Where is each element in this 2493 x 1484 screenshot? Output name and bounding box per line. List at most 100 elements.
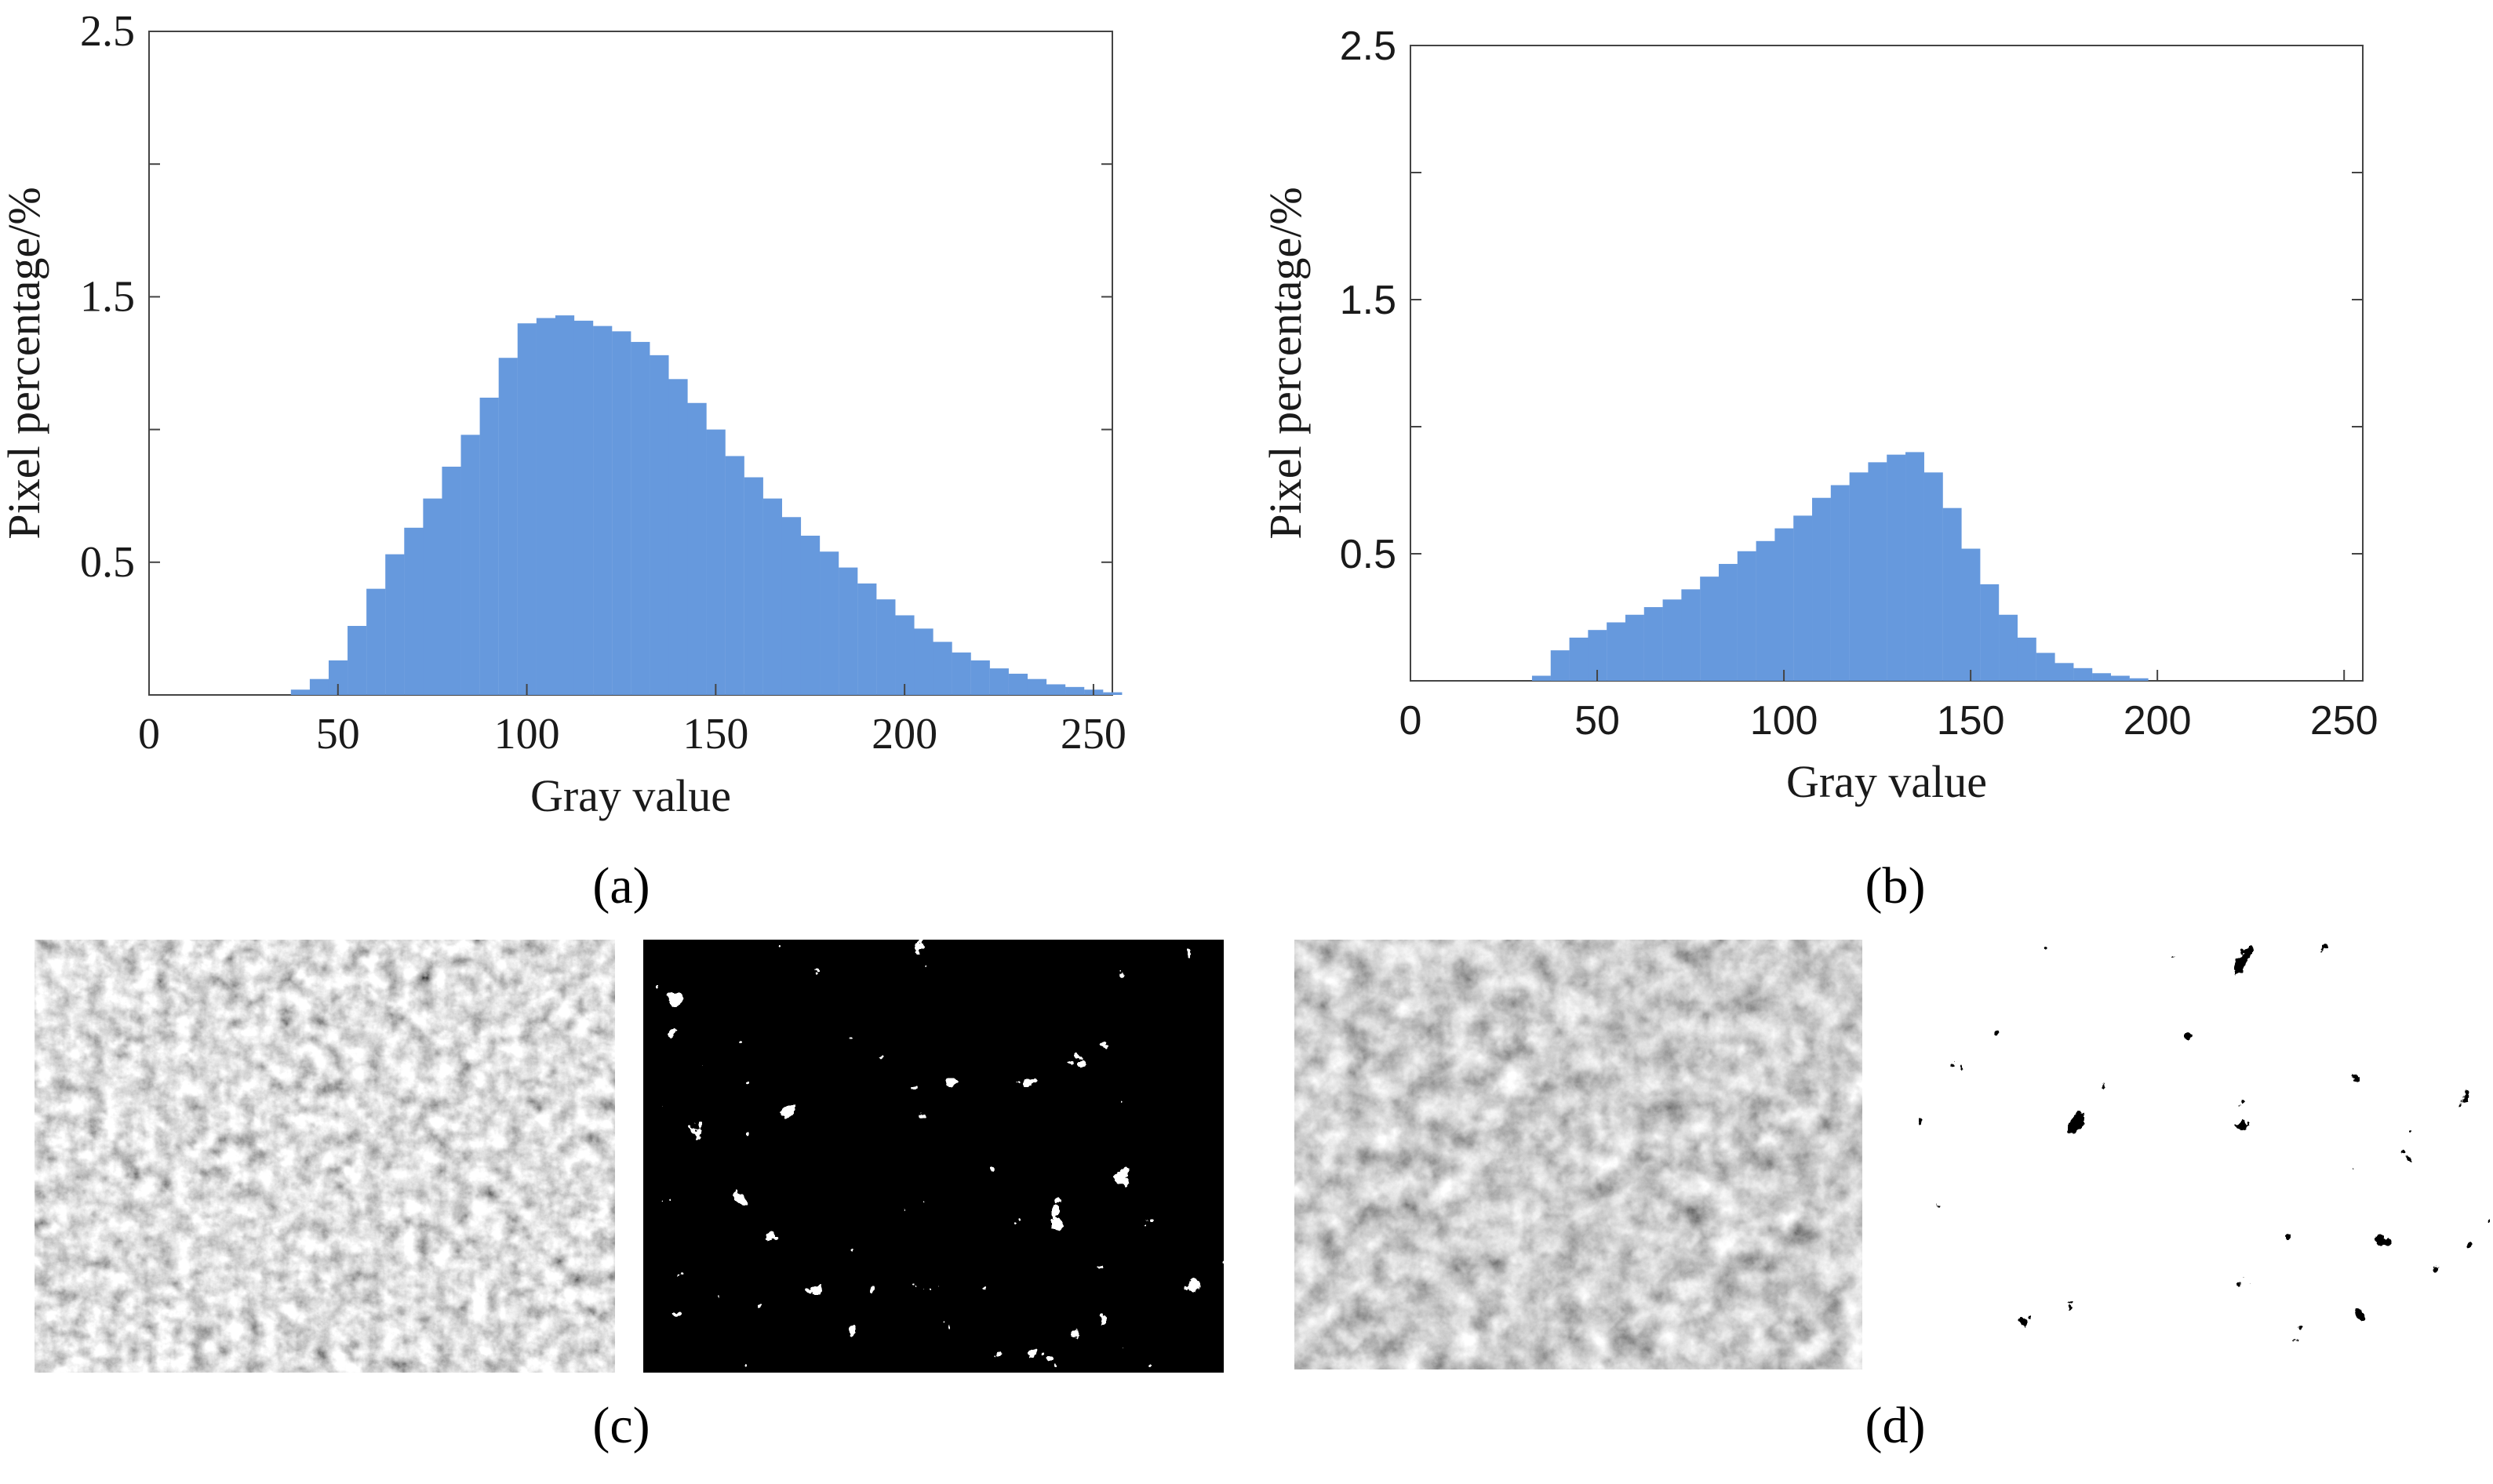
- histogram-bar: [1942, 507, 1962, 681]
- histogram-bar: [1961, 548, 1981, 681]
- y-tick-label: 1.5: [80, 272, 135, 321]
- x-tick-label: 50: [316, 710, 360, 758]
- chart-panel-b: 0 50 100 150 200 250 0.5 1.5 2.5 Gray value Pixel …: [1247, 0, 2493, 847]
- histogram-bar: [895, 615, 915, 695]
- histogram-bar: [1103, 692, 1123, 695]
- y-tick-label: 2.5: [80, 7, 135, 56]
- histogram-bar: [2073, 667, 2093, 681]
- histogram-bar: [1887, 454, 1906, 681]
- histogram-bar: [706, 429, 726, 695]
- sem-image-d: [1294, 940, 1862, 1369]
- histogram-bar: [820, 551, 839, 695]
- histogram-bar: [1046, 684, 1066, 695]
- histogram-bar: [914, 628, 934, 695]
- histogram-bar: [1830, 485, 1850, 681]
- sem-micrograph-d: [1294, 940, 1862, 1369]
- histogram-bar: [555, 315, 575, 695]
- histogram-bar: [1681, 589, 1701, 681]
- histogram-bar: [498, 358, 518, 695]
- histogram-bar: [290, 689, 311, 695]
- histogram-bar: [952, 652, 971, 695]
- histogram-bar: [1607, 622, 1626, 681]
- y-tick-label: 1.5: [1340, 278, 1396, 323]
- histogram-bar: [348, 626, 367, 695]
- binary-map-c: [643, 940, 1224, 1373]
- histogram-bar: [1756, 540, 1775, 681]
- histogram-bar: [2092, 673, 2112, 681]
- histogram-bar: [989, 668, 1009, 695]
- histogram-bar: [573, 320, 594, 695]
- x-tick-label: 200: [2124, 698, 2192, 744]
- histogram-bar: [1027, 678, 1047, 695]
- histogram-bar: [933, 642, 952, 695]
- y-tick-label: 0.5: [80, 538, 135, 587]
- histogram-b: 0 50 100 150 200 250 0.5 1.5 2.5 Gray value Pixel …: [1260, 24, 2378, 807]
- histogram-bar: [1812, 497, 1831, 681]
- histogram-bar: [1793, 515, 1813, 681]
- histogram-bar: [687, 402, 707, 695]
- y-axis-label: Pixel percentage/%: [1260, 187, 1311, 539]
- histogram-bar: [725, 456, 744, 695]
- histogram-bar: [423, 498, 442, 695]
- x-tick-label: 0: [138, 710, 160, 758]
- x-tick-label: 150: [1937, 698, 2005, 744]
- x-tick-label: 100: [494, 710, 560, 758]
- histogram-bar: [1550, 650, 1570, 681]
- histogram-bar: [631, 341, 650, 695]
- histogram-a: 0 50 100 150 200 250 0.5 1.5 2.5 Gray value Pixel …: [0, 7, 1126, 821]
- histogram-bar: [1700, 577, 1720, 681]
- histogram-bar: [593, 326, 613, 695]
- histogram-bar: [762, 498, 782, 695]
- sem-image-c: [35, 940, 615, 1373]
- histogram-bar: [612, 331, 631, 695]
- histogram-bar: [2017, 637, 2036, 681]
- histogram-bar: [1588, 630, 1607, 681]
- histogram-bar: [1643, 607, 1663, 681]
- histogram-bar: [1569, 637, 1589, 681]
- caption-a-text: (a): [592, 857, 650, 915]
- x-tick-label: 200: [872, 710, 937, 758]
- caption-d: (d): [1817, 1396, 1974, 1456]
- histogram-bar: [970, 660, 990, 695]
- histogram-bar: [2036, 653, 2055, 681]
- histogram-bar: [1718, 563, 1738, 681]
- histogram-bar: [460, 435, 480, 695]
- histogram-bar: [839, 567, 858, 695]
- histogram-bar: [1868, 462, 1887, 681]
- histogram-bar: [744, 477, 763, 695]
- x-tick-label: 250: [1061, 710, 1126, 758]
- caption-b: (b): [1817, 857, 1974, 916]
- y-axis-label: Pixel percentage/%: [0, 187, 49, 539]
- histogram-bar: [800, 535, 821, 695]
- histogram-bar: [2054, 663, 2074, 681]
- histogram-bar: [536, 318, 556, 695]
- histogram-bar: [1625, 614, 1644, 681]
- histogram-bar: [1999, 614, 2018, 681]
- x-tick-label: 250: [2310, 698, 2378, 744]
- binary-image-c: [643, 940, 1224, 1373]
- histogram-bar: [1737, 551, 1756, 681]
- histogram-bar: [2129, 678, 2149, 681]
- y-tick-label: 0.5: [1340, 532, 1396, 577]
- caption-c: (c): [543, 1396, 700, 1456]
- histogram-bar: [1980, 584, 2000, 681]
- histogram-bar: [1531, 675, 1551, 681]
- histogram-bar: [1923, 472, 1943, 681]
- caption-c-text: (c): [592, 1397, 650, 1454]
- histogram-bar: [781, 517, 802, 695]
- caption-b-text: (b): [1865, 857, 1926, 915]
- histogram-bar: [1065, 686, 1085, 695]
- histogram-bar: [1008, 673, 1028, 695]
- histogram-bar: [479, 397, 499, 695]
- histogram-bar: [385, 554, 405, 695]
- x-tick-label: 150: [682, 710, 748, 758]
- histogram-bar: [668, 379, 688, 695]
- histogram-bar: [309, 678, 329, 695]
- histogram-bar: [2110, 675, 2130, 681]
- caption-a: (a): [543, 857, 700, 916]
- histogram-bar: [857, 583, 877, 695]
- histogram-bar: [442, 466, 461, 695]
- x-tick-label: 50: [1574, 698, 1620, 744]
- histogram-bar: [1849, 472, 1869, 681]
- binary-map-d: [1919, 940, 2493, 1369]
